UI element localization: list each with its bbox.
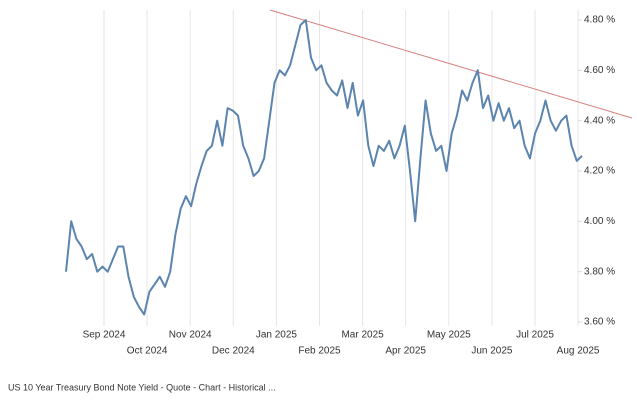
y-tick-label: 4.60 %: [584, 65, 615, 76]
y-tick-label: 4.80 %: [584, 15, 615, 26]
x-tick-label: Aug 2025: [557, 346, 600, 357]
y-tick-label: 3.80 %: [584, 266, 615, 277]
x-tick-label: Feb 2025: [298, 346, 341, 357]
x-tick-label: Sep 2024: [83, 330, 126, 341]
y-tick-label: 3.60 %: [584, 317, 615, 328]
x-tick-label: Nov 2024: [169, 330, 212, 341]
x-tick-label: Mar 2025: [341, 330, 384, 341]
x-tick-label: Apr 2025: [385, 346, 426, 357]
y-tick-label: 4.00 %: [584, 216, 615, 227]
x-tick-label: Jun 2025: [471, 346, 513, 357]
y-tick-label: 4.20 %: [584, 166, 615, 177]
x-tick-label: May 2025: [427, 330, 471, 341]
caption: US 10 Year Treasury Bond Note Yield - Qu…: [8, 382, 276, 392]
x-tick-label: Dec 2024: [212, 346, 255, 357]
y-tick-label: 4.40 %: [584, 115, 615, 126]
x-tick-label: Oct 2024: [127, 346, 168, 357]
trend-line: [269, 9, 633, 119]
x-tick-label: Jul 2025: [516, 330, 554, 341]
line-series: [65, 19, 583, 316]
x-tick-label: Jan 2025: [256, 330, 298, 341]
